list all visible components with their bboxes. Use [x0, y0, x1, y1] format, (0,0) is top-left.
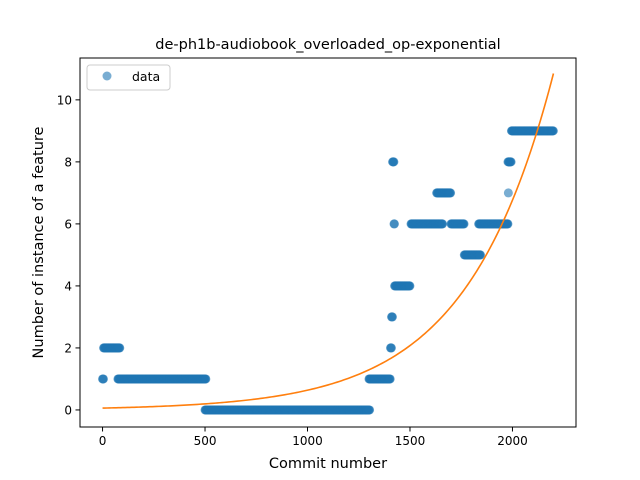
data-point — [389, 157, 399, 167]
legend-box — [86, 64, 171, 91]
data-point — [446, 188, 456, 198]
data-point — [389, 219, 399, 229]
y-tick-label: 10 — [57, 93, 72, 107]
data-point — [503, 219, 513, 229]
data-point — [386, 343, 396, 353]
data-point — [476, 250, 486, 260]
x-tick-label: 1000 — [292, 434, 323, 448]
chart-title: de-ph1b-audiobook_overloaded_op-exponent… — [155, 37, 500, 53]
data-point — [405, 281, 415, 291]
data-point — [548, 126, 558, 136]
y-tick-label: 8 — [64, 155, 72, 169]
x-axis-ticks: 0 500 1000 1500 2000 — [99, 427, 528, 448]
y-tick-label: 2 — [64, 341, 72, 355]
y-axis-label: Number of instance of a feature — [31, 126, 47, 358]
fit-curve — [102, 73, 555, 409]
x-tick-label: 2000 — [497, 434, 528, 448]
x-tick-label: 500 — [194, 434, 217, 448]
plot-frame — [79, 57, 577, 428]
data-point — [503, 188, 513, 198]
data-point — [459, 219, 469, 229]
x-tick-label: 0 — [99, 434, 107, 448]
data-point — [387, 312, 397, 322]
legend-label-data: data — [132, 69, 160, 84]
legend: data — [86, 64, 171, 91]
plot-area — [98, 73, 558, 415]
y-tick-label: 0 — [64, 403, 72, 417]
data-point — [438, 219, 448, 229]
y-axis-ticks: 0 2 4 6 8 10 — [57, 93, 80, 417]
x-tick-label: 1500 — [395, 434, 426, 448]
data-point — [115, 343, 125, 353]
data-point — [385, 374, 395, 384]
data-point — [365, 405, 375, 415]
data-point — [201, 374, 211, 384]
fit-line — [102, 73, 555, 409]
data-point — [98, 374, 108, 384]
legend-marker-data — [102, 71, 112, 81]
data-point — [506, 157, 516, 167]
x-axis-label: Commit number — [269, 456, 387, 472]
data-points — [98, 126, 558, 415]
y-tick-label: 4 — [64, 279, 72, 293]
y-tick-label: 6 — [64, 217, 72, 231]
